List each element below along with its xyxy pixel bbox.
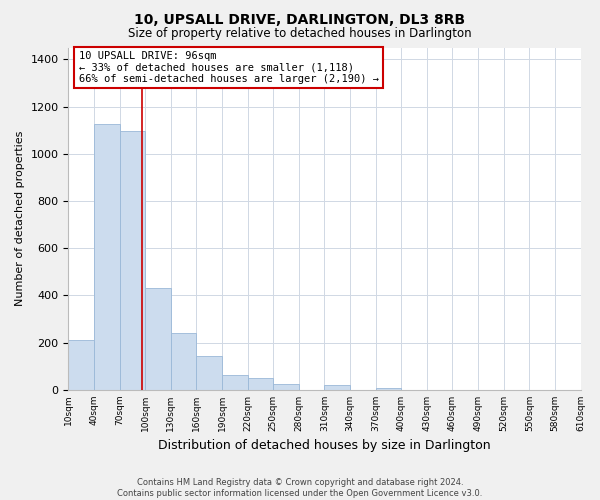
Bar: [145, 288, 171, 390]
X-axis label: Distribution of detached houses by size in Darlington: Distribution of detached houses by size …: [158, 440, 491, 452]
Text: Contains HM Land Registry data © Crown copyright and database right 2024.
Contai: Contains HM Land Registry data © Crown c…: [118, 478, 482, 498]
Text: 10, UPSALL DRIVE, DARLINGTON, DL3 8RB: 10, UPSALL DRIVE, DARLINGTON, DL3 8RB: [134, 12, 466, 26]
Bar: [94, 124, 119, 390]
Bar: [376, 388, 401, 390]
Bar: [119, 132, 145, 390]
Bar: [273, 384, 299, 390]
Bar: [196, 356, 222, 390]
Text: 10 UPSALL DRIVE: 96sqm
← 33% of detached houses are smaller (1,118)
66% of semi-: 10 UPSALL DRIVE: 96sqm ← 33% of detached…: [79, 51, 379, 84]
Text: Size of property relative to detached houses in Darlington: Size of property relative to detached ho…: [128, 28, 472, 40]
Y-axis label: Number of detached properties: Number of detached properties: [15, 131, 25, 306]
Bar: [68, 340, 94, 390]
Bar: [325, 385, 350, 390]
Bar: [222, 374, 248, 390]
Bar: [171, 334, 196, 390]
Bar: [248, 378, 273, 390]
